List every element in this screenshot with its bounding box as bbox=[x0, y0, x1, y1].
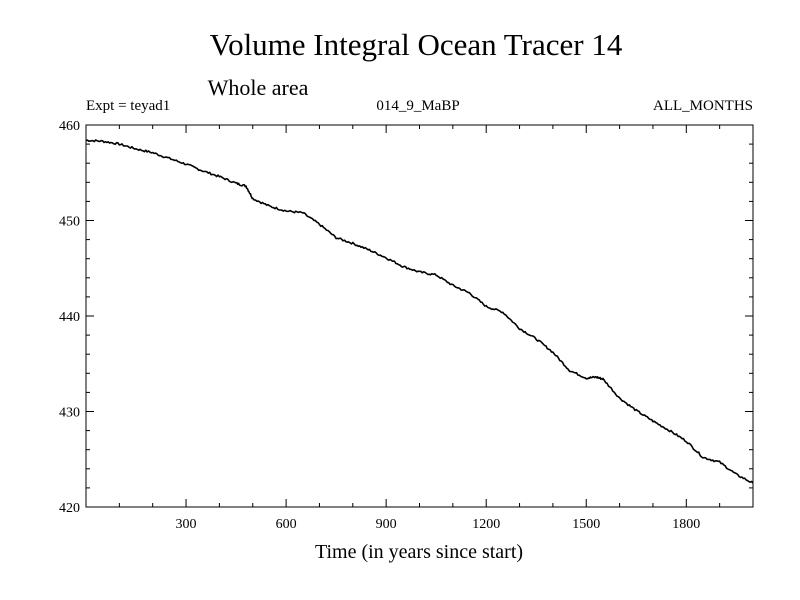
series-layer bbox=[85, 139, 754, 484]
y-tick-label: 450 bbox=[59, 215, 80, 230]
x-axis: 300 600 900 1200 1500 1800 bbox=[118, 125, 721, 532]
x-axis-label: Time (in years since start) bbox=[315, 541, 523, 563]
experiment-label: Expt = teyad1 bbox=[86, 98, 170, 114]
x-tick-label: 1200 bbox=[472, 517, 500, 532]
series-line bbox=[85, 139, 754, 484]
x-tick-label: 300 bbox=[176, 517, 197, 532]
y-axis: 420 430 440 450 460 bbox=[59, 119, 753, 516]
period-label: 014_9_MaBP bbox=[376, 98, 459, 114]
chart-title: Volume Integral Ocean Tracer 14 bbox=[210, 27, 623, 62]
months-label: ALL_MONTHS bbox=[653, 98, 753, 114]
y-tick-label: 440 bbox=[59, 310, 80, 325]
x-tick-label: 600 bbox=[276, 517, 297, 532]
plot-frame bbox=[85, 124, 754, 508]
y-tick-label: 460 bbox=[59, 119, 80, 134]
x-tick-label: 1800 bbox=[672, 517, 700, 532]
y-tick-label: 430 bbox=[59, 406, 80, 421]
chart-subtitle: Whole area bbox=[208, 75, 309, 100]
x-tick-label: 1500 bbox=[572, 517, 600, 532]
y-tick-label: 420 bbox=[59, 501, 80, 516]
x-tick-label: 900 bbox=[376, 517, 397, 532]
